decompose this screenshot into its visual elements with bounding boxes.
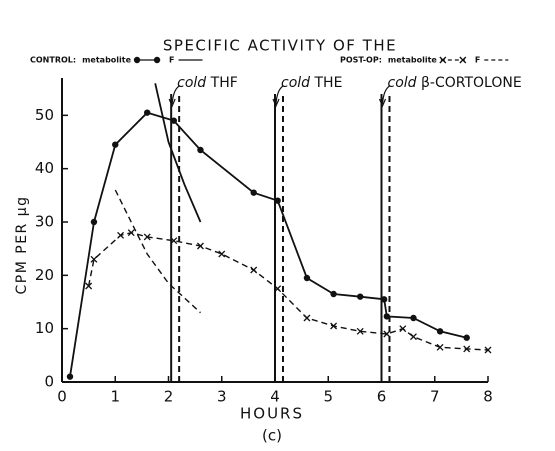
marker: [383, 313, 391, 320]
arrow-head: [272, 98, 280, 108]
series-line: [87, 231, 489, 351]
marker: [459, 56, 467, 64]
marker: [303, 274, 311, 282]
marker: [409, 333, 417, 341]
arrow-head: [378, 98, 387, 108]
marker: [463, 334, 470, 341]
marker: [133, 56, 141, 64]
annotation-prefix: cold: [281, 75, 310, 91]
annotation-arrow: [275, 85, 284, 105]
annotation-label: cold THE: [281, 75, 342, 91]
marker: [250, 266, 258, 274]
x-axis-label: HOURS: [240, 405, 304, 423]
annotation-arrow: [381, 85, 390, 105]
x-tick-label: 7: [430, 388, 440, 406]
marker: [399, 325, 407, 333]
marker: [484, 346, 492, 354]
marker: [85, 282, 93, 290]
marker: [153, 56, 161, 64]
marker: [197, 146, 204, 154]
marker: [127, 229, 135, 237]
legend-label: metabolite: [388, 56, 438, 65]
x-tick-label: 6: [377, 388, 387, 406]
marker: [356, 327, 364, 335]
x-tick-label: 3: [217, 388, 227, 406]
annotation-text: β-CORTOLONE: [421, 75, 522, 91]
marker: [410, 314, 417, 322]
y-tick-label: 10: [35, 319, 54, 337]
annotation-prefix: cold: [388, 75, 417, 91]
marker: [439, 56, 447, 64]
x-tick-label: 0: [57, 388, 67, 406]
marker: [357, 293, 364, 300]
legend-label: F: [475, 56, 480, 65]
x-tick-label: 2: [164, 388, 174, 406]
series-line: [114, 189, 201, 314]
y-tick-label: 50: [35, 106, 54, 124]
marker: [66, 373, 74, 380]
marker: [170, 237, 178, 245]
annotation-text: THF: [210, 75, 238, 91]
marker: [274, 285, 282, 293]
series-line: [69, 111, 467, 377]
y-axis-label: CPM PER µg: [14, 195, 30, 294]
marker: [117, 231, 125, 239]
caption: (c): [262, 427, 282, 445]
marker: [436, 328, 444, 335]
legend-label: metabolite: [82, 56, 132, 65]
annotation-arrow: [171, 85, 180, 105]
legend-group: CONTROL:: [30, 56, 76, 65]
marker: [383, 330, 391, 338]
legend-label: F: [169, 56, 174, 65]
marker: [274, 197, 281, 204]
arrow-head: [168, 98, 176, 108]
x-tick-label: 4: [270, 388, 280, 406]
x-tick-label: 5: [323, 388, 333, 406]
marker: [330, 290, 337, 298]
marker: [303, 314, 311, 322]
legend-group: POST-OP:: [340, 56, 382, 65]
x-tick-label: 8: [483, 388, 493, 406]
marker: [463, 345, 471, 353]
marker: [380, 296, 388, 303]
annotation-label: cold β-CORTOLONE: [388, 75, 522, 91]
y-tick-label: 20: [35, 266, 54, 284]
marker: [196, 242, 204, 250]
marker: [112, 141, 119, 148]
marker: [143, 233, 151, 241]
marker: [90, 218, 98, 226]
annotation-label: cold THF: [177, 75, 238, 91]
y-tick-label: 0: [44, 373, 54, 391]
chart-title: SPECIFIC ACTIVITY OF THE: [163, 37, 397, 55]
marker: [250, 189, 257, 196]
marker: [330, 322, 338, 330]
x-tick-label: 1: [110, 388, 120, 406]
marker: [170, 117, 178, 124]
marker: [218, 250, 226, 258]
annotation-prefix: cold: [177, 75, 206, 91]
marker: [436, 343, 444, 351]
y-tick-label: 40: [35, 159, 54, 177]
marker: [90, 255, 98, 263]
series-line: [154, 83, 202, 223]
annotation-text: THE: [314, 75, 343, 91]
marker: [144, 109, 151, 116]
y-tick-label: 30: [35, 213, 54, 231]
